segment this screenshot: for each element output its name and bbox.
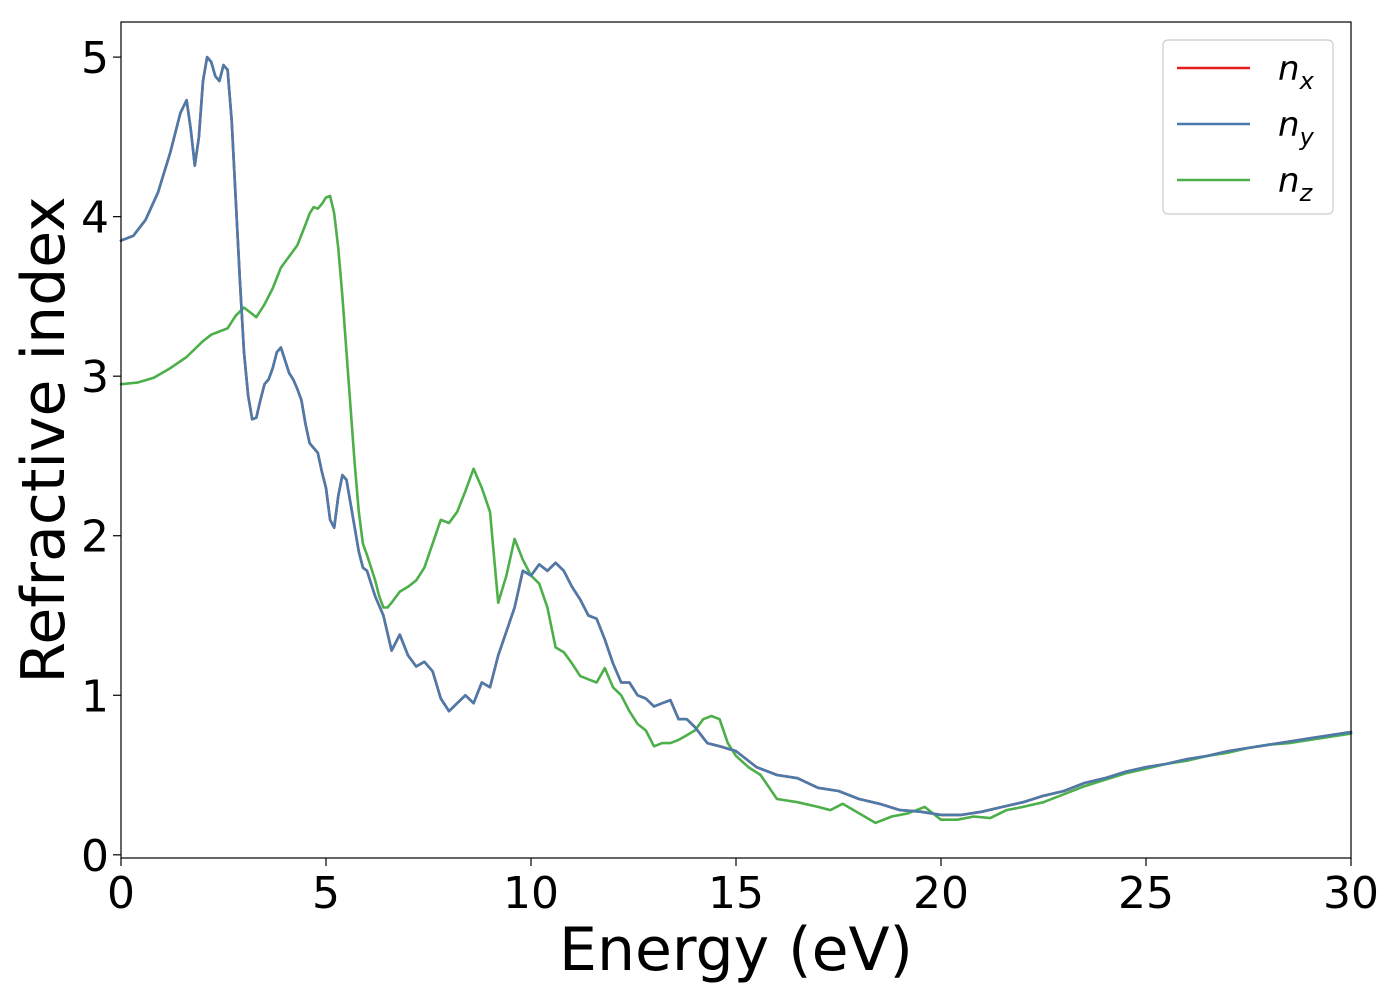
series-layer	[119, 55, 1353, 825]
legend-label-n-y: ny	[1278, 105, 1315, 151]
x-axis: 0 5 10 15 20 25 30	[107, 858, 1379, 919]
x-tick-label: 5	[312, 868, 340, 919]
x-tick-label: 20	[913, 868, 969, 919]
series-line-n-z	[119, 194, 1353, 825]
x-tick-label: 0	[107, 868, 135, 919]
y-tick-label: 2	[81, 512, 109, 563]
legend-box	[1162, 39, 1334, 215]
y-axis-title: Refractive index	[9, 196, 79, 683]
x-tick-label: 10	[503, 868, 559, 919]
x-axis-title: Energy (eV)	[559, 915, 913, 985]
x-tick-label: 25	[1118, 868, 1174, 919]
legend-items: nx ny nz	[1177, 49, 1315, 207]
y-tick-label: 1	[81, 671, 109, 722]
series-line-n-y	[119, 55, 1353, 817]
legend: nx ny nz	[1162, 39, 1334, 215]
y-tick-label: 3	[81, 352, 109, 403]
y-tick-label: 4	[81, 193, 109, 244]
x-tick-label: 30	[1323, 868, 1379, 919]
legend-label-n-x: nx	[1278, 49, 1315, 95]
legend-label-n-z: nz	[1278, 161, 1314, 207]
y-tick-label: 0	[81, 831, 109, 882]
y-axis: 0 1 2 3 4 5	[81, 33, 121, 882]
y-tick-label: 5	[81, 33, 109, 84]
x-tick-label: 15	[708, 868, 764, 919]
